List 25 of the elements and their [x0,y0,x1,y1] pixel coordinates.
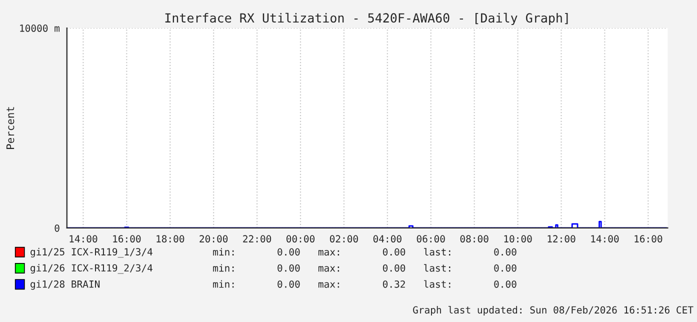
x-tick-label: 16:00 [113,235,141,242]
y-tick-label: 0 [54,224,60,232]
x-tick-label: 06:00 [416,235,445,242]
text: min: 0.00 max: 0.00 last: 0.00 [213,264,516,272]
chart-title: Interface RX Utilization - 5420F-AWA60 - [Daily Graph] [165,12,568,26]
legend-label: gi1/26 ICX-R119_2/3/4 [30,264,152,274]
text: Graph last updated: Sun 08/Feb/2026 16:51:26 CET [413,306,694,316]
y-axis-title: Percent [6,107,14,149]
x-tick-label: 08:00 [460,235,488,242]
x-tick-label: 00:00 [286,235,315,242]
x-tick-label: 16:00 [634,235,662,242]
legend-label: gi1/25 ICX-R119_1/3/4 [30,248,152,258]
x-tick-label: 20:00 [200,235,228,242]
legend-label: gi1/28 BRAIN [30,280,100,290]
x-tick-label: 14:00 [591,235,619,242]
x-tick-label: 02:00 [330,235,358,242]
x-tick-label: 22:00 [243,235,272,242]
y-tick-label: 10000 m [20,24,60,32]
text: min: 0.00 max: 0.32 last: 0.00 [213,280,516,288]
x-tick-label: 14:00 [70,235,98,242]
x-tick-label: 10:00 [504,235,532,242]
text: min: 0.00 max: 0.00 last: 0.00 [213,248,516,256]
x-tick-label: 18:00 [156,235,184,242]
x-tick-label: 04:00 [373,235,402,242]
x-tick-label: 12:00 [548,235,576,242]
